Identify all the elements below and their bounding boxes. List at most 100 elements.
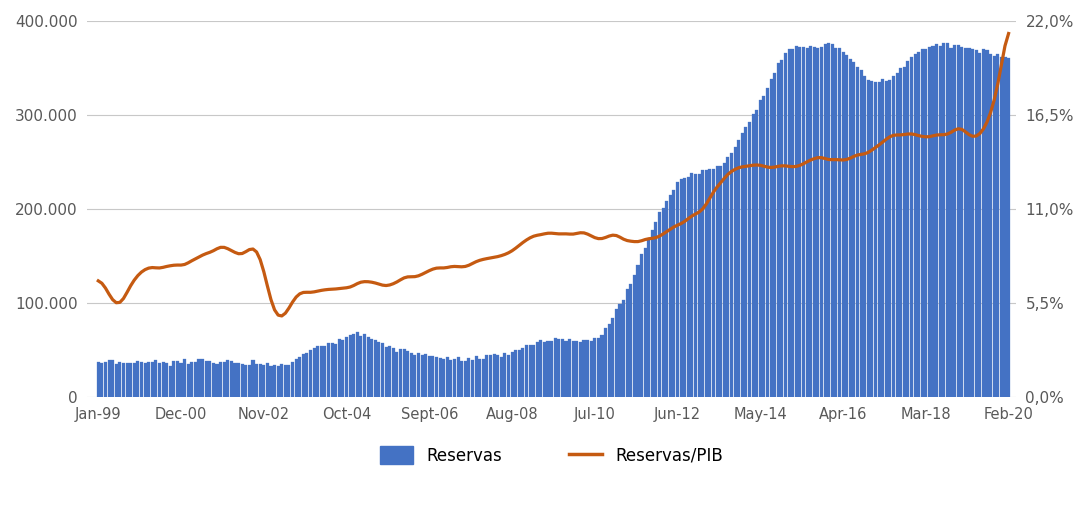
Bar xyxy=(726,157,730,397)
Bar xyxy=(730,154,733,397)
Bar xyxy=(216,364,219,397)
Bar xyxy=(464,361,467,397)
Bar xyxy=(1000,56,1003,397)
Bar xyxy=(658,212,661,397)
Bar xyxy=(903,67,906,397)
Bar xyxy=(348,334,352,397)
Bar xyxy=(776,63,780,397)
Bar xyxy=(705,171,708,397)
Bar xyxy=(363,334,366,397)
Bar xyxy=(302,354,305,397)
Bar xyxy=(553,338,556,397)
Bar xyxy=(751,114,755,397)
Bar xyxy=(316,346,319,397)
Bar xyxy=(878,82,881,397)
Bar xyxy=(528,345,531,397)
Bar xyxy=(414,355,416,397)
Bar xyxy=(497,355,499,397)
Bar xyxy=(683,178,686,397)
Bar xyxy=(280,364,283,397)
Bar xyxy=(197,359,200,397)
Bar xyxy=(417,353,420,397)
Bar xyxy=(269,366,272,397)
Bar xyxy=(244,365,247,397)
Bar xyxy=(539,340,542,397)
Bar xyxy=(119,362,121,397)
Bar xyxy=(568,340,571,397)
Bar xyxy=(180,363,183,397)
Bar xyxy=(986,51,989,397)
Bar xyxy=(431,356,435,397)
Bar xyxy=(842,52,845,397)
Bar xyxy=(356,332,359,397)
Bar xyxy=(817,48,819,397)
Bar xyxy=(147,362,150,397)
Bar xyxy=(608,324,611,397)
Bar xyxy=(564,341,567,397)
Bar xyxy=(384,347,388,397)
Bar xyxy=(352,334,355,397)
Bar xyxy=(284,365,286,397)
Bar xyxy=(914,54,917,397)
Bar xyxy=(734,147,736,397)
Bar xyxy=(248,366,250,397)
Bar xyxy=(503,353,506,397)
Bar xyxy=(450,360,452,397)
Legend: Reservas, Reservas/PIB: Reservas, Reservas/PIB xyxy=(374,440,730,472)
Bar xyxy=(395,352,399,397)
Bar xyxy=(201,359,204,397)
Bar xyxy=(694,174,697,397)
Bar xyxy=(795,46,798,397)
Bar xyxy=(755,110,758,397)
Bar xyxy=(367,337,369,397)
Bar xyxy=(698,174,700,397)
Bar xyxy=(342,340,344,397)
Bar xyxy=(676,181,680,397)
Bar xyxy=(420,355,424,397)
Bar xyxy=(500,357,503,397)
Bar xyxy=(547,341,550,397)
Bar xyxy=(600,335,603,397)
Bar xyxy=(313,348,316,397)
Bar xyxy=(108,360,111,397)
Bar xyxy=(792,49,794,397)
Bar xyxy=(823,43,827,397)
Bar xyxy=(475,356,478,397)
Bar xyxy=(798,48,802,397)
Bar xyxy=(853,62,855,397)
Bar xyxy=(626,289,628,397)
Bar xyxy=(222,362,225,397)
Bar xyxy=(583,340,586,397)
Bar xyxy=(644,249,647,397)
Bar xyxy=(845,54,848,397)
Bar xyxy=(478,359,481,397)
Bar xyxy=(445,357,449,397)
Bar xyxy=(989,54,992,397)
Bar xyxy=(748,121,751,397)
Bar xyxy=(982,50,984,397)
Bar xyxy=(931,46,934,397)
Bar xyxy=(619,305,622,397)
Bar xyxy=(122,363,125,397)
Bar xyxy=(295,359,297,397)
Bar xyxy=(533,345,535,397)
Bar xyxy=(956,45,959,397)
Bar xyxy=(403,349,405,397)
Bar xyxy=(374,340,377,397)
Bar xyxy=(241,364,244,397)
Bar xyxy=(651,230,653,397)
Bar xyxy=(158,362,161,397)
Bar xyxy=(262,366,266,397)
Bar xyxy=(802,47,805,397)
Bar xyxy=(604,328,608,397)
Bar xyxy=(572,341,575,397)
Bar xyxy=(176,361,179,397)
Bar xyxy=(320,346,322,397)
Bar xyxy=(130,362,132,397)
Bar xyxy=(784,53,787,397)
Bar xyxy=(712,169,715,397)
Bar xyxy=(155,360,158,397)
Bar xyxy=(575,341,578,397)
Bar xyxy=(227,360,230,397)
Bar xyxy=(277,366,280,397)
